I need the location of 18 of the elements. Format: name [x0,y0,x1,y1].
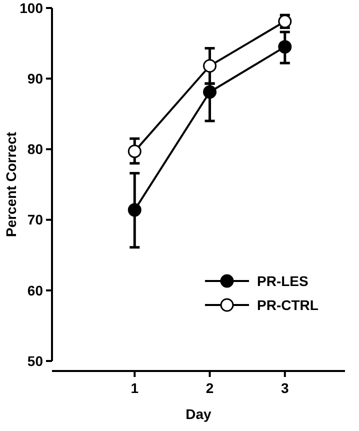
point [128,144,142,158]
point [278,40,292,54]
point [203,59,217,73]
y-tick-label: 80 [27,141,44,158]
point [203,85,217,99]
x-tick-label: 1 [130,380,139,396]
y-tick-label: 60 [27,282,44,298]
point [128,203,142,217]
x-tick-label: 3 [281,380,289,396]
x-axis-title: Day [186,406,212,422]
y-axis-title: Percent Correct [3,132,19,238]
y-tick-label: 70 [27,212,44,228]
y-tick-label: 90 [27,70,44,86]
x-tick-label: 2 [206,380,214,396]
legend-label: PR-LES [257,272,308,289]
y-tick-label: 100 [20,0,44,16]
y-tick-label: 50 [27,352,44,369]
legend-label: PR-CTRL [257,296,319,313]
